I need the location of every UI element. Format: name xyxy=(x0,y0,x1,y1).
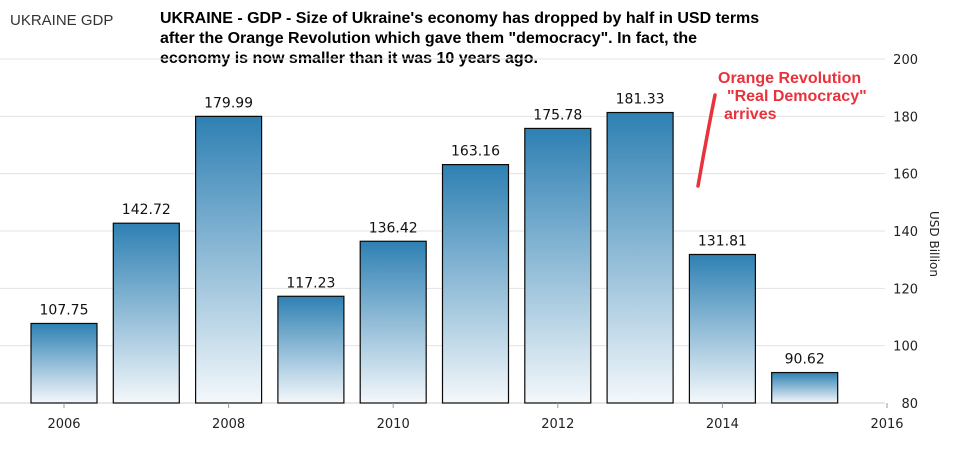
data-label-2011: 163.16 xyxy=(451,144,500,160)
x-tick-label: 2016 xyxy=(870,417,903,432)
data-label-2009: 117.23 xyxy=(286,275,335,291)
bar-2012 xyxy=(524,127,592,404)
y-tick-label: 140 xyxy=(893,225,918,240)
data-label-2006: 107.75 xyxy=(40,302,89,318)
x-tick-label: 2008 xyxy=(212,417,245,432)
data-label-2010: 136.42 xyxy=(369,220,418,236)
bar-2008 xyxy=(195,115,263,404)
x-tick-label: 2012 xyxy=(541,417,574,432)
bar-2007 xyxy=(112,222,180,404)
bar-2006 xyxy=(30,322,98,404)
bar-2014 xyxy=(688,253,757,404)
y-tick-label: 180 xyxy=(893,110,918,125)
y-tick-label: 100 xyxy=(893,340,918,355)
source-title: UKRAINE GDP xyxy=(10,12,114,29)
headline-line-2: after the Orange Revolution which gave t… xyxy=(160,30,698,47)
bar-2009 xyxy=(277,295,345,404)
y-tick-label: 160 xyxy=(893,168,918,183)
bar-2011 xyxy=(441,164,510,404)
y-tick-label: 120 xyxy=(893,282,918,297)
x-tick-label: 2006 xyxy=(47,417,80,432)
x-tick-label: 2010 xyxy=(377,417,410,432)
bar-2010 xyxy=(359,240,427,404)
headline-line-1: UKRAINE - GDP - Size of Ukraine's econom… xyxy=(160,10,760,27)
y-axis-label: USD Billion xyxy=(926,211,941,277)
annotation-line-1: Orange Revolution xyxy=(718,70,862,87)
bar-2013 xyxy=(606,111,674,404)
annotation-line-2: "Real Democracy" xyxy=(727,88,867,105)
data-label-2014: 131.81 xyxy=(698,233,747,249)
data-label-2013: 181.33 xyxy=(616,92,665,108)
data-label-2008: 179.99 xyxy=(204,95,253,111)
data-label-2012: 175.78 xyxy=(533,107,582,123)
y-tick-label: 200 xyxy=(893,53,918,68)
bar-2015 xyxy=(771,371,839,404)
annotation-stroke xyxy=(696,93,717,188)
annotation-line-3: arrives xyxy=(724,106,777,123)
y-tick-label: 80 xyxy=(901,397,918,412)
annotation: Orange Revolution "Real Democracy" arriv… xyxy=(718,70,867,124)
data-label-2007: 142.72 xyxy=(122,202,171,218)
data-label-2015: 90.62 xyxy=(785,352,825,368)
x-tick-label: 2014 xyxy=(706,417,739,432)
